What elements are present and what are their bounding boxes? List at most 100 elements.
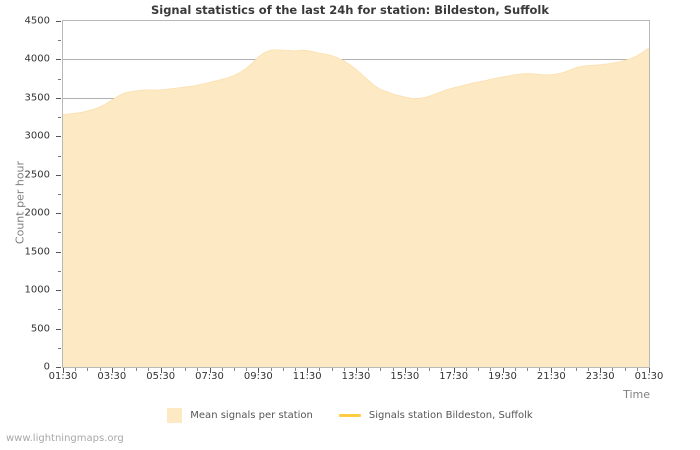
y-tick-label: 2000 xyxy=(24,207,50,219)
x-tick-minor xyxy=(75,368,76,371)
y-tick-label: 0 xyxy=(43,361,50,373)
y-tick-mark xyxy=(56,97,61,99)
y-tick-minor xyxy=(58,309,61,311)
legend-line-swatch-icon xyxy=(338,414,361,417)
x-axis: 01:30 03:30 05:30 07:30 09:30 11:30 13:30 15:30… xyxy=(0,371,700,389)
x-tick-label: 21:30 xyxy=(536,371,566,382)
x-tick-minor xyxy=(271,368,272,371)
x-tick-mark xyxy=(356,368,357,373)
x-tick-mark xyxy=(63,368,64,373)
x-tick-minor xyxy=(87,368,88,371)
x-tick-minor xyxy=(100,368,101,371)
y-tick-minor xyxy=(58,232,61,234)
x-tick-minor xyxy=(417,368,418,371)
x-tick-mark xyxy=(551,368,552,373)
x-tick-mark xyxy=(454,368,455,373)
series-area-mean-signals xyxy=(63,47,649,367)
x-tick-minor xyxy=(185,368,186,371)
x-tick-minor xyxy=(124,368,125,371)
x-tick-mark xyxy=(600,368,601,373)
x-tick-label: 19:30 xyxy=(488,371,517,382)
x-tick-minor xyxy=(564,368,565,371)
x-tick-minor xyxy=(588,368,589,371)
x-tick-minor xyxy=(283,368,284,371)
y-tick-mark xyxy=(56,290,61,292)
y-tick-minor xyxy=(58,78,61,80)
x-tick-minor xyxy=(368,368,369,371)
x-tick-label: 17:30 xyxy=(439,371,469,382)
x-tick-minor xyxy=(478,368,479,371)
y-tick-label: 1000 xyxy=(24,284,50,296)
x-tick-minor xyxy=(612,368,613,371)
x-tick-minor xyxy=(527,368,528,371)
y-tick-minor xyxy=(58,155,61,157)
x-tick-mark xyxy=(161,368,162,373)
y-tick-minor xyxy=(58,194,61,195)
y-tick-mark xyxy=(56,213,61,215)
plot-area xyxy=(62,20,650,368)
x-tick-mark xyxy=(210,368,211,373)
y-tick-mark xyxy=(56,21,61,22)
x-tick-minor xyxy=(637,368,638,371)
y-tick-minor xyxy=(58,347,61,349)
x-tick-minor xyxy=(246,368,247,371)
legend-item-station-signals: Signals station Bildeston, Suffolk xyxy=(338,410,533,421)
legend-item-mean-signals: Mean signals per station xyxy=(167,408,313,423)
y-tick-label: 4000 xyxy=(24,53,50,65)
x-tick-minor xyxy=(576,368,577,371)
x-tick-label: 07:30 xyxy=(195,371,224,382)
y-tick-label: 2500 xyxy=(24,169,50,181)
y-tick-label: 4500 xyxy=(24,15,50,27)
x-tick-mark xyxy=(112,368,113,373)
x-tick-label: 23:30 xyxy=(585,371,615,382)
x-tick-minor xyxy=(222,368,223,371)
x-axis-title: Time xyxy=(623,388,650,401)
x-tick-minor xyxy=(173,368,174,371)
x-tick-minor xyxy=(332,368,333,371)
y-tick-mark xyxy=(56,136,61,138)
y-axis-title: Count per hour xyxy=(13,160,27,245)
legend-label-mean-signals: Mean signals per station xyxy=(190,410,313,421)
x-tick-minor xyxy=(441,368,442,371)
chart-title: Signal statistics of the last 24h for st… xyxy=(150,3,550,17)
x-tick-label: 15:30 xyxy=(390,371,420,382)
y-tick-label: 3500 xyxy=(24,92,50,104)
watermark: www.lightningmaps.org xyxy=(6,433,124,444)
y-tick-minor xyxy=(58,270,61,272)
x-tick-mark xyxy=(405,368,406,373)
gridline xyxy=(63,59,649,60)
x-tick-minor xyxy=(319,368,320,371)
y-axis: 0 500 1000 1500 2000 2500 3000 3500 4000 4500 xyxy=(0,0,61,390)
x-tick-minor xyxy=(625,368,626,371)
x-tick-minor xyxy=(429,368,430,371)
y-tick-mark xyxy=(56,367,61,368)
x-tick-label: 01:30 xyxy=(48,371,78,382)
x-tick-mark xyxy=(503,368,504,373)
y-tick-label: 3000 xyxy=(24,130,50,142)
x-tick-label: 11:30 xyxy=(292,371,322,382)
y-tick-mark xyxy=(56,59,61,61)
y-tick-mark xyxy=(56,174,61,176)
y-tick-minor xyxy=(58,40,61,42)
y-tick-label: 1500 xyxy=(24,246,50,258)
x-tick-mark xyxy=(258,368,259,373)
y-tick-mark xyxy=(56,251,61,253)
y-tick-label: 500 xyxy=(30,323,50,335)
x-tick-minor xyxy=(490,368,491,371)
y-tick-minor xyxy=(58,117,61,119)
x-tick-minor xyxy=(197,368,198,371)
x-tick-minor xyxy=(234,368,235,371)
x-tick-minor xyxy=(515,368,516,371)
y-tick-mark xyxy=(56,328,61,330)
chart-legend: Mean signals per station Signals station… xyxy=(0,408,700,423)
x-tick-minor xyxy=(380,368,381,371)
x-tick-minor xyxy=(466,368,467,371)
x-tick-label: 01:30 xyxy=(634,371,664,382)
x-tick-minor xyxy=(295,368,296,371)
x-tick-minor xyxy=(539,368,540,371)
x-tick-label: 03:30 xyxy=(97,371,127,382)
x-tick-mark xyxy=(307,368,308,373)
x-tick-minor xyxy=(148,368,149,371)
x-tick-minor xyxy=(393,368,394,371)
